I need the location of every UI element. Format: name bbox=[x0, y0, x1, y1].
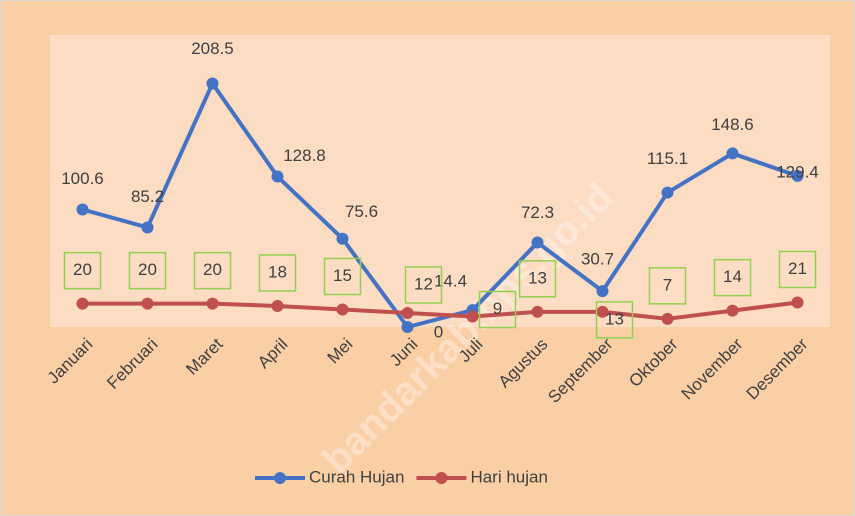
label-box bbox=[518, 260, 557, 298]
marker bbox=[531, 236, 544, 249]
marker bbox=[531, 305, 544, 318]
data-label: 30.7 bbox=[581, 250, 614, 269]
marker bbox=[401, 306, 414, 319]
legend-label: Curah Hujan bbox=[309, 467, 404, 486]
data-label: 15 bbox=[333, 266, 352, 285]
data-label: 12 bbox=[414, 274, 433, 293]
marker bbox=[791, 296, 804, 309]
data-label: 7 bbox=[663, 275, 672, 294]
data-label: 13 bbox=[605, 309, 624, 328]
marker bbox=[466, 310, 479, 323]
marker bbox=[271, 299, 284, 312]
data-label: 20 bbox=[138, 260, 157, 279]
plot-area bbox=[50, 35, 830, 327]
data-label: 208.5 bbox=[191, 39, 234, 58]
data-label: 115.1 bbox=[647, 149, 688, 168]
data-label: 14 bbox=[723, 267, 742, 286]
label-box bbox=[713, 258, 752, 297]
marker bbox=[76, 297, 89, 310]
label-box bbox=[478, 290, 517, 329]
label-box bbox=[595, 301, 634, 339]
marker bbox=[401, 321, 414, 333]
data-label: 20 bbox=[203, 260, 222, 279]
label-box bbox=[63, 251, 102, 290]
marker bbox=[206, 297, 219, 310]
line bbox=[82, 300, 798, 321]
label-box bbox=[323, 257, 362, 296]
data-label: 129.4 bbox=[776, 162, 819, 181]
legend-marker bbox=[435, 472, 448, 484]
marker bbox=[726, 304, 739, 317]
data-label: 21 bbox=[788, 259, 807, 278]
data-label: 13 bbox=[528, 268, 547, 287]
data-label: 128.8 bbox=[283, 146, 326, 165]
data-label: 0 bbox=[434, 322, 443, 341]
data-label: 100.6 bbox=[61, 169, 104, 188]
data-label: 18 bbox=[268, 262, 287, 281]
data-label: 75.6 bbox=[345, 202, 378, 221]
data-label: 85.2 bbox=[131, 187, 164, 206]
marker bbox=[76, 203, 89, 216]
label-box bbox=[404, 266, 443, 304]
marker bbox=[141, 297, 154, 310]
marker bbox=[336, 232, 349, 245]
marker bbox=[726, 147, 739, 160]
marker bbox=[141, 221, 154, 234]
marker bbox=[336, 303, 349, 316]
label-box bbox=[648, 267, 687, 305]
marker bbox=[206, 77, 219, 90]
data-label: 14.4 bbox=[434, 272, 467, 291]
label-box bbox=[258, 254, 297, 292]
marker bbox=[661, 312, 674, 325]
label-box bbox=[778, 250, 817, 289]
data-label: 148.6 bbox=[711, 115, 754, 134]
marker bbox=[791, 169, 804, 182]
label-box bbox=[128, 251, 167, 290]
data-label: 9 bbox=[493, 299, 502, 318]
label-box bbox=[193, 251, 232, 290]
marker bbox=[596, 285, 609, 298]
line bbox=[81, 81, 799, 329]
legend-label: Hari hujan bbox=[470, 467, 548, 486]
marker bbox=[661, 186, 674, 199]
legend-marker bbox=[274, 472, 286, 484]
data-label: 72.3 bbox=[521, 203, 554, 222]
data-label: 20 bbox=[73, 260, 92, 279]
marker bbox=[271, 170, 284, 183]
marker bbox=[596, 305, 609, 318]
